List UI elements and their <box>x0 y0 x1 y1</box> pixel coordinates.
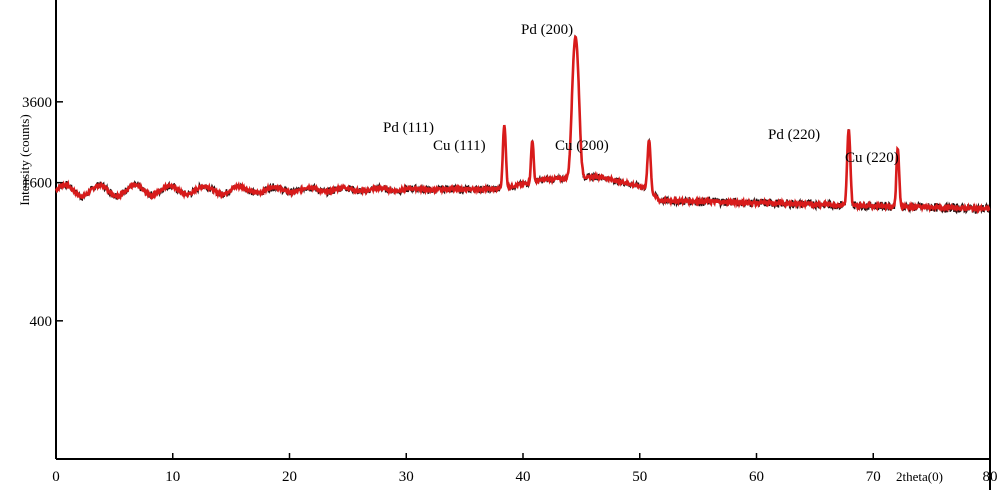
x-tick-label: 80 <box>983 469 998 485</box>
x-tick-label: 40 <box>516 469 531 485</box>
x-tick-label: 0 <box>52 469 60 485</box>
y-tick-label: 1600 <box>22 176 52 192</box>
y-ticks: 400 1600 3600 <box>22 95 63 330</box>
x-tick-label: 50 <box>632 469 647 485</box>
x-axis-label: 2theta(0) <box>896 469 943 484</box>
peak-label-cu200: Cu (200) <box>555 138 609 154</box>
peak-label-pd200: Pd (200) <box>521 22 573 38</box>
peak-label-cu111: Cu (111) <box>433 138 486 154</box>
x-tick-label: 70 <box>866 469 881 485</box>
x-tick-label: 10 <box>165 469 180 485</box>
y-axis-label: Intensity (counts) <box>17 114 32 205</box>
peak-label-cu220: Cu (220) <box>845 150 899 166</box>
y-tick-label: 3600 <box>22 95 52 111</box>
x-tick-label: 20 <box>282 469 297 485</box>
x-tick-label: 60 <box>749 469 764 485</box>
xrd-line <box>54 34 991 215</box>
peak-label-pd220: Pd (220) <box>768 127 820 143</box>
peak-label-pd111: Pd (111) <box>383 120 434 136</box>
y-tick-label: 400 <box>30 314 53 330</box>
x-ticks: 0 10 20 30 40 50 60 70 80 <box>52 453 998 485</box>
x-tick-label: 30 <box>399 469 414 485</box>
